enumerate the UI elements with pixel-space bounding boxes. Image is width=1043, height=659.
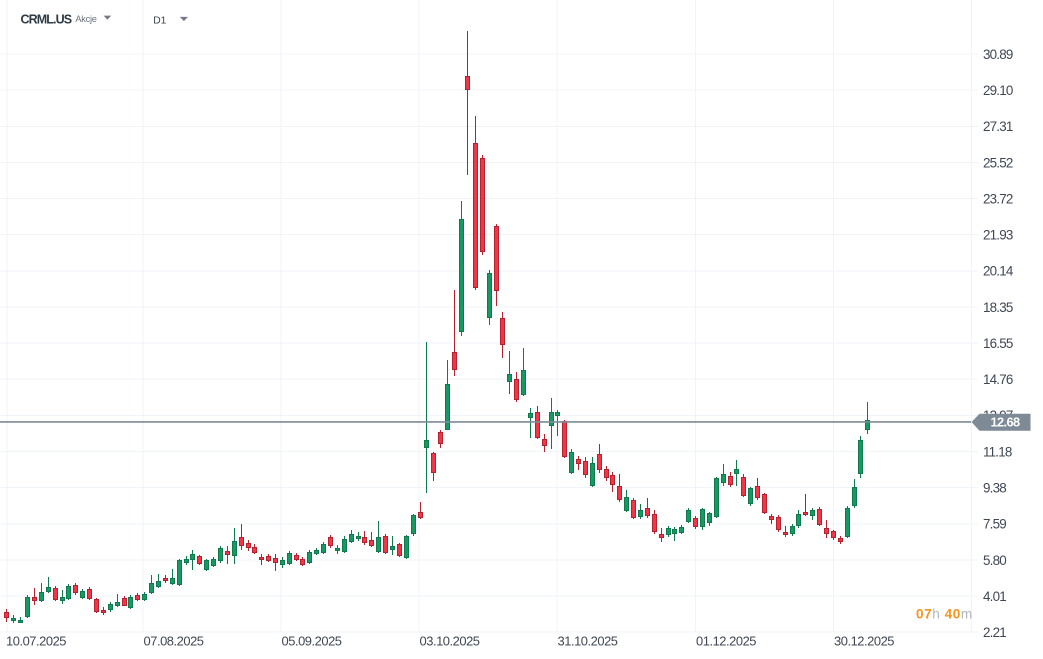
svg-text:07h 40m: 07h 40m: [916, 606, 973, 621]
svg-text:03.10.2025: 03.10.2025: [420, 633, 480, 648]
svg-text:01.12.2025: 01.12.2025: [696, 633, 756, 648]
svg-text:Akcje: Akcje: [75, 14, 96, 24]
svg-text:2.21: 2.21: [983, 625, 1006, 640]
svg-text:05.09.2025: 05.09.2025: [282, 633, 342, 648]
svg-text:07.08.2025: 07.08.2025: [144, 633, 204, 648]
svg-text:27.31: 27.31: [983, 119, 1013, 134]
svg-text:20.14: 20.14: [983, 264, 1014, 279]
svg-text:31.10.2025: 31.10.2025: [558, 633, 618, 648]
svg-text:18.35: 18.35: [983, 300, 1013, 315]
svg-text:12.68: 12.68: [990, 415, 1020, 430]
svg-text:16.55: 16.55: [983, 336, 1013, 351]
svg-text:CRML.US: CRML.US: [21, 13, 72, 27]
svg-text:23.72: 23.72: [983, 191, 1013, 206]
svg-text:10.07.2025: 10.07.2025: [6, 633, 66, 648]
svg-text:11.18: 11.18: [983, 444, 1012, 459]
svg-text:21.93: 21.93: [983, 228, 1013, 243]
svg-text:14.76: 14.76: [983, 372, 1013, 387]
svg-text:5.80: 5.80: [983, 553, 1006, 568]
svg-text:30.89: 30.89: [983, 47, 1013, 62]
svg-text:9.38: 9.38: [983, 481, 1006, 496]
svg-text:25.52: 25.52: [983, 155, 1013, 170]
svg-text:4.01: 4.01: [983, 589, 1006, 604]
svg-text:29.10: 29.10: [983, 83, 1013, 98]
svg-text:7.59: 7.59: [983, 517, 1006, 532]
svg-text:D1: D1: [153, 16, 166, 27]
svg-text:30.12.2025: 30.12.2025: [834, 633, 894, 648]
